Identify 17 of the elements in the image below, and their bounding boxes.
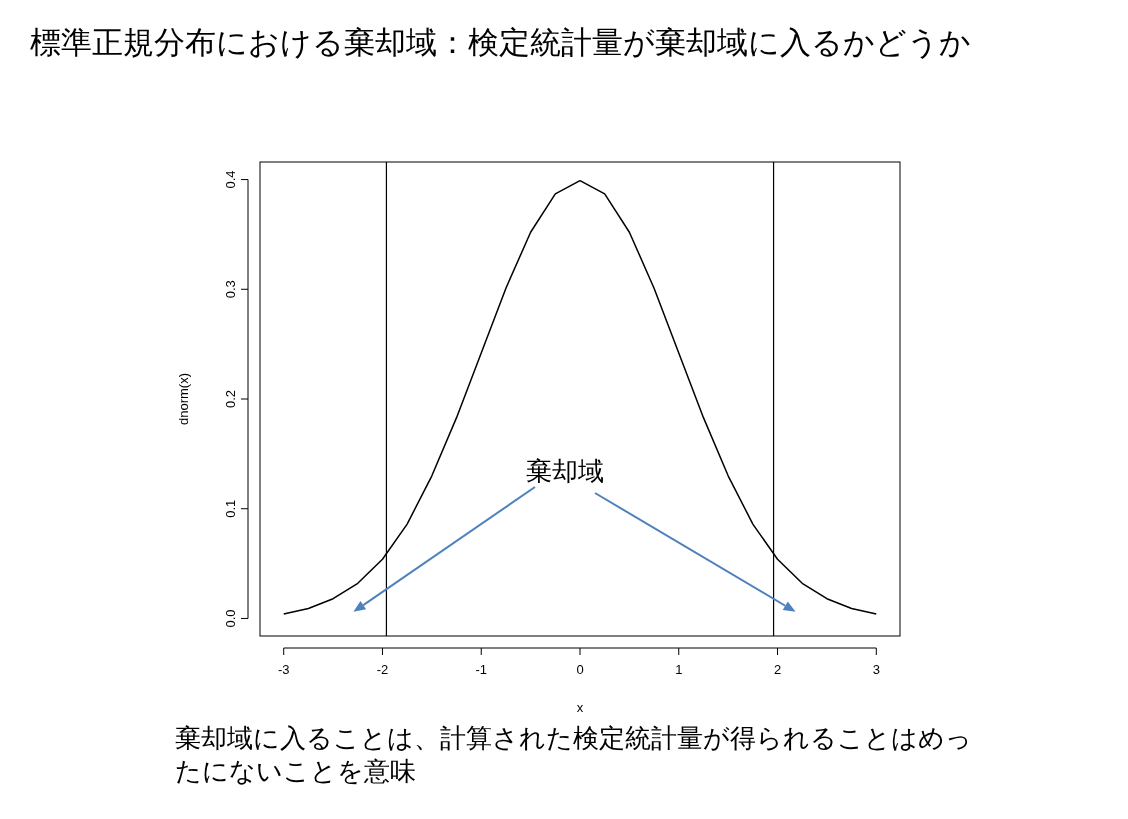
- text: 棄却域に入ることは、計算された検定統計量が得られることはめったにないことを意味: [175, 722, 973, 788]
- x-tick-label: 1: [675, 662, 683, 677]
- y-tick-label: 0.3: [223, 280, 238, 299]
- x-axis-title: x: [576, 700, 584, 715]
- x-tick-label: -3: [277, 662, 290, 677]
- x-tick-label: -2: [376, 662, 389, 677]
- x-tick-label: 2: [773, 662, 782, 677]
- x-tick-label: 0: [576, 662, 584, 677]
- chart-title: 標準正規分布における棄却域：検定統計量が棄却域に入るかどうか: [30, 23, 971, 62]
- x-tick-label: -1: [475, 662, 488, 677]
- y-tick-label: 0.0: [223, 609, 238, 628]
- y-tick-label: 0.4: [223, 170, 238, 189]
- y-tick-label: 0.1: [223, 499, 238, 518]
- annotation: 棄却域: [526, 456, 604, 486]
- y-tick-label: 0.2: [223, 389, 238, 409]
- x-tick-label: 3: [872, 662, 880, 677]
- y-axis-title: dnorm(x): [176, 372, 191, 426]
